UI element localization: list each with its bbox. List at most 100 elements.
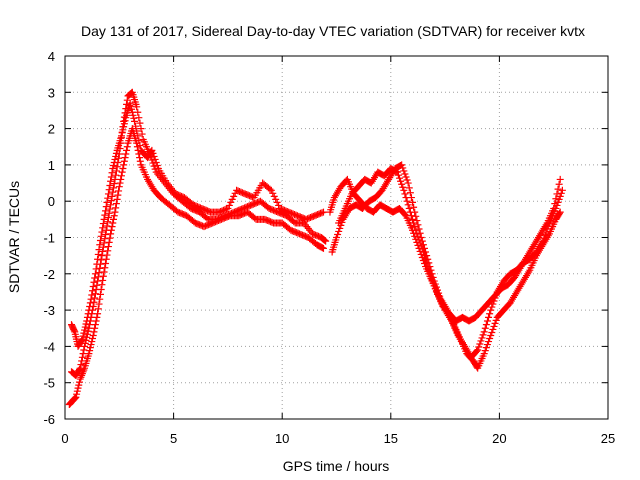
data-point: [87, 295, 95, 303]
data-point: [80, 346, 88, 354]
data-point: [97, 232, 105, 240]
data-point: [402, 194, 410, 202]
data-point: [115, 187, 123, 195]
data-point: [420, 252, 428, 260]
data-point: [228, 195, 236, 203]
data-point: [103, 222, 111, 230]
data-point: [112, 167, 120, 175]
data-point: [393, 168, 401, 176]
data-point: [321, 237, 329, 245]
data-point: [122, 150, 130, 158]
data-point: [103, 198, 111, 206]
data-point: [121, 154, 129, 162]
data-point: [480, 328, 488, 336]
data-point: [117, 132, 125, 140]
data-point: [487, 306, 495, 314]
data-point: [104, 190, 112, 198]
data-point: [91, 270, 99, 278]
data-point: [128, 108, 136, 116]
data-point: [395, 174, 403, 182]
data-point: [100, 215, 108, 223]
data-point: [135, 114, 143, 122]
data-point: [474, 346, 482, 354]
data-point: [89, 335, 97, 343]
data-point: [78, 336, 86, 344]
data-point: [556, 208, 564, 216]
data-point: [554, 185, 562, 193]
data-point: [555, 195, 563, 203]
data-point: [97, 256, 105, 264]
data-point: [555, 180, 563, 188]
data-point: [98, 281, 106, 289]
data-point: [83, 313, 91, 321]
data-point: [112, 149, 120, 157]
data-point: [76, 364, 84, 372]
data-point: [416, 239, 424, 247]
data-point: [120, 120, 128, 128]
data-point: [410, 219, 418, 227]
y-tick-label: -2: [43, 267, 55, 282]
data-point: [129, 111, 137, 119]
data-point: [487, 332, 495, 340]
data-point: [100, 268, 108, 276]
data-point: [486, 310, 494, 318]
data-marks: [65, 88, 566, 408]
data-point: [419, 248, 427, 256]
data-point: [406, 208, 414, 216]
data-point: [78, 353, 86, 361]
data-point: [86, 299, 94, 307]
data-point: [399, 183, 407, 191]
data-point: [151, 165, 159, 173]
data-point: [75, 381, 83, 389]
data-point: [556, 175, 564, 183]
data-point: [79, 350, 87, 358]
data-point: [81, 323, 89, 331]
data-point: [106, 181, 114, 189]
data-point: [392, 168, 400, 176]
data-point: [425, 266, 433, 274]
data-point: [102, 260, 110, 268]
data-point: [73, 387, 81, 395]
y-tick-label: -3: [43, 303, 55, 318]
data-point: [106, 205, 114, 213]
data-point: [96, 241, 104, 249]
data-point: [222, 205, 230, 213]
data-point: [415, 225, 423, 233]
data-point: [105, 186, 113, 194]
data-point: [80, 329, 88, 337]
data-point: [405, 184, 413, 192]
data-point: [89, 332, 97, 340]
data-point: [96, 290, 104, 298]
data-point: [72, 393, 80, 401]
data-point: [104, 218, 112, 226]
data-point: [99, 220, 107, 228]
y-tick-label: 2: [48, 122, 55, 137]
data-point: [483, 341, 491, 349]
data-point: [111, 208, 119, 216]
y-tick-label: -5: [43, 376, 55, 391]
data-point: [99, 272, 107, 280]
data-point: [83, 330, 91, 338]
data-point: [103, 251, 111, 259]
data-point: [488, 303, 496, 311]
data-point: [119, 126, 127, 134]
x-tick-label: 0: [61, 431, 68, 446]
data-point: [130, 114, 138, 122]
data-point: [479, 331, 487, 339]
data-point: [107, 201, 115, 209]
data-point: [108, 192, 116, 200]
data-point: [108, 223, 116, 231]
data-point: [397, 177, 405, 185]
data-point: [415, 236, 423, 244]
data-point: [110, 212, 118, 220]
data-point: [319, 244, 327, 252]
data-point: [275, 201, 283, 209]
data-point: [120, 161, 128, 169]
data-point: [109, 219, 117, 227]
data-point: [491, 319, 499, 327]
data-point: [320, 236, 328, 244]
y-tick-label: 4: [48, 49, 55, 64]
data-point: [123, 146, 131, 154]
data-point: [136, 119, 144, 127]
data-point: [99, 276, 107, 284]
